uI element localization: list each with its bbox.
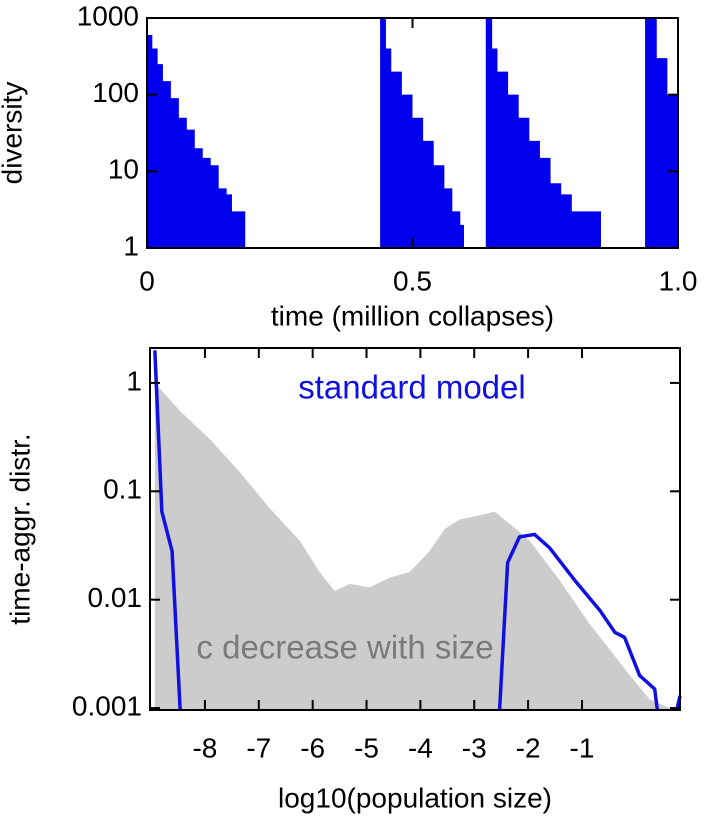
x-axis-label: log10(population size)	[278, 782, 552, 813]
series-label: standard model	[298, 369, 525, 406]
x-tick-label: 0.5	[393, 265, 432, 296]
y-axis-label: time-aggr. distr.	[4, 433, 35, 624]
y-tick-label: 1000	[77, 0, 139, 31]
x-tick-label: -2	[516, 732, 541, 763]
x-tick-label: -3	[462, 732, 487, 763]
plot-frame	[149, 347, 681, 711]
x-tick-label: -6	[300, 732, 325, 763]
x-tick-label: -5	[354, 732, 379, 763]
diversity-area	[147, 18, 678, 248]
y-tick-label: 0.1	[103, 474, 142, 505]
y-axis-label: diversity	[0, 82, 27, 185]
series-area	[154, 382, 670, 710]
y-tick-label: 1	[126, 365, 142, 396]
x-tick-label: 1.0	[659, 265, 698, 296]
x-axis-label: time (million collapses)	[271, 300, 554, 331]
y-tick-label: 100	[92, 77, 139, 108]
x-tick-label: -8	[192, 732, 217, 763]
x-tick-label: -1	[570, 732, 595, 763]
y-tick-label: 10	[108, 154, 139, 185]
y-tick-label: 0.001	[72, 690, 142, 721]
x-tick-label: -7	[246, 732, 271, 763]
x-tick-label: -4	[408, 732, 433, 763]
y-tick-label: 0.01	[88, 582, 143, 613]
series-label: c decrease with size	[196, 629, 493, 666]
x-tick-label: 0	[139, 265, 155, 296]
y-tick-label: 1	[123, 230, 139, 261]
